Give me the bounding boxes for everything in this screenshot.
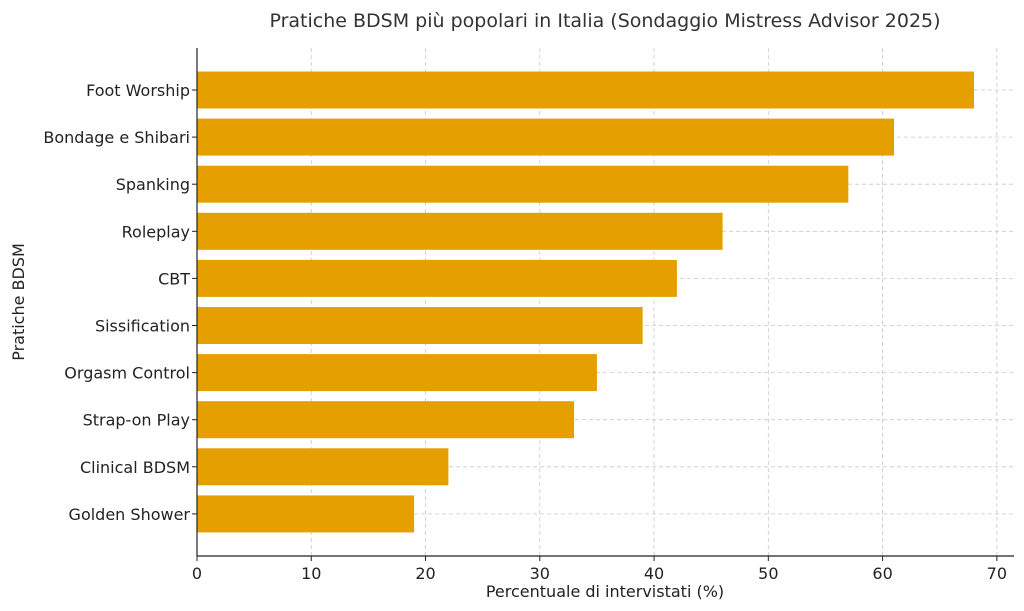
y-tick-label: Spanking [116,175,190,194]
y-tick-label: Golden Shower [69,505,191,524]
bar [197,165,849,203]
x-tick-label: 70 [987,564,1007,583]
x-tick-label: 50 [758,564,778,583]
bar [197,401,575,439]
bar [197,495,415,533]
chart-title: Pratiche BDSM più popolari in Italia (So… [269,10,940,32]
y-axis-label: Pratiche BDSM [9,243,28,361]
y-tick-labels: Foot Worship Bondage e Shibari Spanking Rol… [43,81,190,524]
axes [192,48,1014,561]
x-tick-label: 10 [301,564,321,583]
x-tick-label: 40 [644,564,664,583]
y-tick-label: Orgasm Control [64,364,190,383]
y-tick-label: Bondage e Shibari [43,128,190,147]
bar [197,118,895,156]
x-tick-labels: 0 10 20 30 40 50 60 70 [192,564,1007,583]
y-tick-label: Sissification [95,317,190,336]
x-axis-label: Percentuale di intervistati (%) [486,582,724,601]
bar [197,71,975,109]
bar [197,307,643,344]
y-tick-label: Strap-on Play [83,411,190,430]
y-tick-label: Clinical BDSM [80,458,190,477]
bar [197,212,723,250]
bar [197,259,677,297]
x-tick-label: 0 [192,564,202,583]
y-tick-label: Roleplay [122,222,190,241]
y-tick-label: Foot Worship [86,81,190,100]
bars [197,71,975,533]
x-tick-label: 30 [530,564,550,583]
x-tick-label: 20 [415,564,435,583]
bar [197,354,597,392]
x-tick-label: 60 [872,564,892,583]
y-tick-label: CBT [158,269,190,288]
bar [197,448,449,486]
